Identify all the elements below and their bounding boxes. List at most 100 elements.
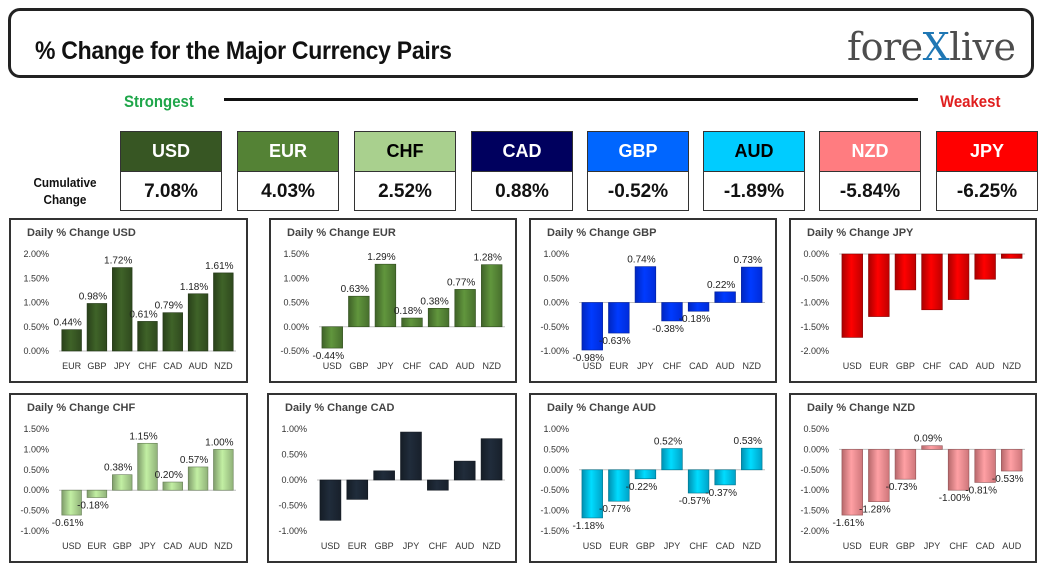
y-tick-label: 1.00% <box>23 444 49 454</box>
y-tick-label: -0.50% <box>540 485 569 495</box>
data-label: 1.15% <box>129 431 157 442</box>
x-tick-label: AUD <box>456 361 476 371</box>
bar-jpy <box>400 431 422 481</box>
data-label: -1.00% <box>939 493 971 504</box>
y-tick-label: 0.00% <box>803 249 829 259</box>
currency-tile-usd: USD 7.08% <box>120 131 222 211</box>
y-tick-label: -1.00% <box>540 506 569 516</box>
x-tick-label: EUR <box>62 361 82 371</box>
x-tick-label: NZD <box>1002 361 1021 371</box>
x-tick-label: CHF <box>689 541 708 551</box>
forexlive-logo: foreXlive <box>847 25 1016 69</box>
x-tick-label: USD <box>583 361 603 371</box>
x-tick-label: JPY <box>403 541 420 551</box>
y-tick-label: -2.00% <box>800 346 829 356</box>
y-tick-label: 1.00% <box>543 249 569 259</box>
chart-title: Daily % Change GBP <box>547 227 656 239</box>
x-tick-label: CAD <box>689 361 709 371</box>
data-label: -1.28% <box>859 505 891 516</box>
bar-chf <box>401 317 423 328</box>
bar-nzd <box>741 447 763 471</box>
bar-chf <box>947 449 970 491</box>
x-tick-label: CAD <box>429 361 449 371</box>
data-label: -0.73% <box>886 482 918 493</box>
x-tick-label: EUR <box>869 541 889 551</box>
data-label: -1.18% <box>572 521 604 532</box>
x-tick-label: NZD <box>214 541 233 551</box>
y-tick-label: -1.00% <box>800 485 829 495</box>
bar-gbp <box>894 449 917 480</box>
y-tick-label: 1.50% <box>23 273 49 283</box>
y-tick-label: -1.00% <box>540 346 569 356</box>
data-label: 0.18% <box>394 306 422 317</box>
chart-panel-chf: Daily % Change CHF 1.50% 1.00% 0.50% 0.00% -0… <box>9 393 248 563</box>
bar-usd <box>841 253 863 338</box>
bar-gbp <box>894 253 917 291</box>
tile-value: 0.88% <box>495 180 549 202</box>
y-tick-label: 0.00% <box>281 475 307 485</box>
data-label: -0.81% <box>965 485 997 496</box>
bar-nzd <box>480 438 503 481</box>
bar-cad <box>427 308 450 328</box>
bar-chf <box>661 302 683 322</box>
data-label: 0.52% <box>654 437 682 448</box>
data-label: 1.61% <box>205 261 233 272</box>
bar-usd <box>319 479 342 521</box>
chart-svg: Daily % Change NZD 0.50% 0.00% -0.50% -1.00%… <box>800 402 1025 551</box>
x-tick-label: JPY <box>377 361 394 371</box>
bar-jpy <box>661 448 683 471</box>
data-label: 0.22% <box>707 280 735 291</box>
bar-nzd <box>213 272 234 352</box>
bar-aud <box>1001 449 1023 472</box>
chart-panel-usd: Daily % Change USD 2.00% 1.50% 1.00% 0.50% 0.… <box>9 218 248 383</box>
tile-currency: EUR <box>238 132 338 172</box>
bar-jpy <box>921 445 943 450</box>
y-tick-label: 1.00% <box>23 298 49 308</box>
x-tick-label: AUD <box>189 361 209 371</box>
bar-nzd <box>741 266 763 303</box>
y-tick-label: 0.00% <box>23 485 49 495</box>
x-tick-label: CAD <box>163 541 183 551</box>
y-tick-label: -0.50% <box>800 465 829 475</box>
y-tick-label: 1.50% <box>283 249 309 259</box>
x-tick-label: NZD <box>482 361 501 371</box>
x-tick-label: NZD <box>742 541 761 551</box>
bar-chf <box>921 253 943 311</box>
x-tick-label: USD <box>323 361 343 371</box>
chart-title: Daily % Change AUD <box>547 402 656 414</box>
tile-currency: AUD <box>704 132 804 172</box>
bar-gbp <box>373 470 395 481</box>
chart-title: Daily % Change NZD <box>807 402 915 414</box>
currency-tile-gbp: GBP -0.52% <box>587 131 689 211</box>
data-label: -0.61% <box>52 518 84 529</box>
data-label: 0.09% <box>914 434 942 445</box>
y-tick-label: 0.50% <box>23 465 49 475</box>
data-label: 0.20% <box>155 470 183 481</box>
x-tick-label: GBP <box>349 361 368 371</box>
tile-value: 7.08% <box>144 180 198 202</box>
chart-panel-nzd: Daily % Change NZD 0.50% 0.00% -0.50% -1.00%… <box>789 393 1037 563</box>
y-tick-label: 0.00% <box>543 298 569 308</box>
bar-aud <box>974 253 996 280</box>
bar-nzd <box>213 449 234 491</box>
data-label: 1.28% <box>474 253 502 264</box>
data-label: 0.79% <box>155 301 183 312</box>
y-tick-label: 0.00% <box>543 465 569 475</box>
bar-jpy <box>374 263 397 328</box>
data-label: -0.53% <box>992 474 1024 485</box>
tile-value: -6.25% <box>956 180 1018 202</box>
bar-jpy <box>137 442 158 491</box>
data-label: 1.00% <box>205 437 233 448</box>
x-tick-label: USD <box>62 541 82 551</box>
tile-value: 2.52% <box>378 180 432 202</box>
currency-tile-aud: AUD -1.89% <box>703 131 805 211</box>
y-tick-label: 1.00% <box>283 273 309 283</box>
x-tick-label: AUD <box>1002 541 1022 551</box>
data-label: 0.38% <box>420 296 448 307</box>
bar-usd <box>581 469 603 519</box>
tile-value: -5.84% <box>839 180 901 202</box>
x-tick-label: GBP <box>87 361 106 371</box>
data-label: -0.38% <box>652 324 684 335</box>
x-tick-label: AUD <box>976 361 996 371</box>
bar-chf <box>427 479 449 491</box>
